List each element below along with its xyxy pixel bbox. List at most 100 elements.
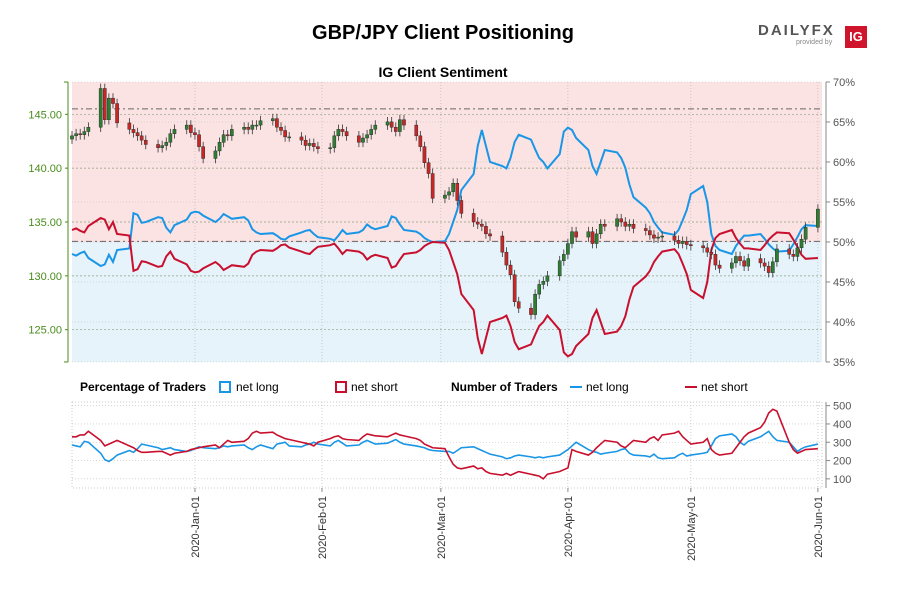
candle-body (775, 248, 779, 263)
series-net-long-pct (71, 126, 818, 268)
candle-body (738, 256, 742, 261)
candle-body (484, 226, 488, 235)
candle-body (734, 256, 738, 264)
candle-body (373, 124, 378, 130)
candle-body (701, 245, 705, 249)
pct-tick-label: 45% (833, 277, 855, 289)
candle-body (566, 243, 570, 255)
candle-body (709, 251, 714, 255)
dailyfx-logo: DAILYFX provided by IG (758, 22, 868, 50)
candle-body (189, 124, 193, 133)
date-tick-label: 2020-Mar-01 (436, 496, 448, 559)
legend-pct-long-swatch (219, 381, 231, 393)
candle-body (102, 88, 107, 120)
candle-body (512, 274, 517, 302)
legend-pct-short-label: net short (351, 380, 398, 394)
candle-body (426, 162, 431, 174)
candle-body (242, 127, 246, 130)
candle-body (652, 234, 656, 239)
candle-body (258, 120, 263, 126)
candle-body (803, 227, 808, 240)
candle-body (393, 127, 398, 132)
candle-body (365, 134, 369, 139)
candle-body (742, 260, 746, 267)
candle-body (221, 134, 226, 143)
candle-body (504, 251, 509, 266)
logo-wordmark: DAILYFX (758, 22, 835, 39)
candle-body (82, 131, 87, 135)
candle-body (762, 262, 767, 267)
pct-tick-label: 65% (833, 117, 855, 129)
candle-body (78, 133, 82, 135)
pct-tick-label: 70% (833, 77, 855, 89)
candle-body (336, 129, 341, 137)
candle-body (471, 213, 476, 223)
candle-body (418, 135, 423, 147)
candle-body (303, 139, 308, 146)
candle-body (312, 143, 316, 147)
pct-tick-label: 35% (833, 357, 855, 369)
candle-body (545, 275, 550, 282)
candle-body (771, 261, 775, 273)
legend-pct-short-swatch (335, 381, 347, 393)
candle-body (160, 145, 164, 148)
legend-pct-long-label: net long (236, 380, 279, 394)
date-tick-label: 2020-Jun-01 (813, 496, 825, 558)
candle-body (590, 231, 595, 244)
candle-body (127, 122, 132, 130)
candle-body (533, 293, 537, 315)
candle-body (156, 144, 160, 148)
lower-tick-label: 400 (833, 419, 851, 431)
ig-badge: IG (845, 26, 867, 48)
candle-body (340, 129, 345, 132)
candle-body (672, 235, 677, 241)
candle-body (172, 129, 177, 134)
candle-body (230, 129, 234, 137)
candle-body (389, 121, 394, 128)
candle-body (557, 260, 562, 277)
candle-body (500, 235, 505, 253)
pct-tick-label: 40% (833, 317, 855, 329)
candle-body (422, 146, 427, 163)
candle-body (795, 247, 800, 257)
candle-body (717, 264, 722, 269)
candle-body (213, 150, 218, 159)
candle-body (451, 183, 455, 193)
candle-body (586, 231, 591, 238)
price-tick-label: 135.00 (28, 217, 62, 229)
candle-body (631, 223, 636, 229)
candle-body (705, 247, 710, 253)
candle-body (332, 135, 337, 148)
candle-body (197, 134, 201, 147)
candle-body (516, 301, 521, 309)
candle-body (689, 244, 693, 246)
page-title: GBP/JPY Client Positioning (312, 22, 574, 44)
candle-body (143, 139, 148, 145)
candle-body (184, 124, 189, 130)
chart-subtitle: IG Client Sentiment (378, 64, 508, 80)
candle-body (799, 239, 804, 249)
candle-body (402, 119, 406, 126)
candle-body (225, 134, 230, 137)
candle-body (328, 147, 332, 149)
date-tick-label: 2020-Jan-01 (190, 496, 202, 558)
legend-num-long-label: net long (586, 380, 629, 394)
lower-tick-label: 300 (833, 437, 851, 449)
candle-body (623, 221, 628, 227)
legend-pct-title: Percentage of Traders (80, 380, 206, 394)
series-net-long-count (71, 430, 819, 463)
candle-body (398, 119, 402, 132)
candle-body (660, 235, 664, 238)
candle-body (111, 97, 115, 104)
pct-tick-label: 60% (833, 157, 855, 169)
date-tick-label: 2020-Feb-01 (317, 496, 329, 559)
candle-body (615, 218, 619, 227)
date-tick-label: 2020-Apr-01 (563, 496, 575, 557)
series-net-short-pct (71, 216, 818, 358)
candle-body (357, 135, 361, 143)
candle-body (344, 131, 349, 137)
candle-body (648, 230, 652, 236)
candle-body (299, 136, 304, 141)
candle-body (385, 121, 390, 126)
